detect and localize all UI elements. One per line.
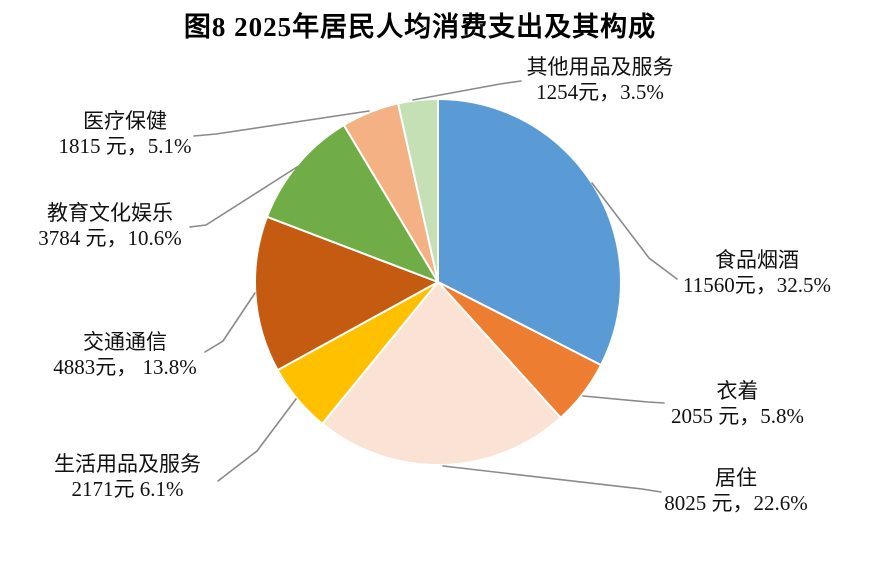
slice-label-name: 教育文化娱乐 [47,201,173,225]
leader-line-housing [442,465,662,493]
slice-label-value: 1815 元，5.1% [58,134,192,158]
slice-label-name: 衣着 [716,379,759,403]
slice-label-name: 交通通信 [83,330,167,354]
slice-label-value: 4883元， 13.8% [53,355,197,379]
leader-line-other-goods-services [412,80,522,101]
slice-label-housing: 居住 8025 元，22.6% [640,466,832,516]
slice-label-transport-communication: 交通通信 4883元， 13.8% [30,330,220,380]
slice-label-name: 其他用品及服务 [526,55,674,79]
slice-label-household-goods-services: 生活用品及服务 2171元 6.1% [25,452,230,502]
leader-line-healthcare [193,110,370,137]
pie-slice-housing [321,281,562,466]
slice-label-name: 生活用品及服务 [54,452,201,476]
slice-label-clothing: 衣着 2055 元，5.8% [640,379,835,429]
leader-line-transport-communication [204,292,256,353]
slice-label-food-tobacco-alcohol: 食品烟酒 11560元，32.5% [662,248,852,298]
slice-label-name: 医疗保健 [83,109,167,133]
chart-title: 图8 2025年居民人均消费支出及其构成 [183,12,657,42]
slice-label-healthcare: 医疗保健 1815 元，5.1% [35,109,215,159]
slice-label-education-culture-entertainment: 教育文化娱乐 3784 元，10.6% [15,201,205,251]
leader-line-education-culture-entertainment [189,166,298,228]
leader-line-clothing [582,395,665,404]
slice-label-value: 11560元，32.5% [683,273,831,297]
slice-label-value: 3784 元，10.6% [38,226,182,250]
slice-label-name: 居住 [715,466,757,490]
slice-label-other-goods-services: 其他用品及服务 1254元，3.5% [505,55,695,105]
slice-label-value: 2171元 6.1% [71,477,184,501]
pie-slice-transport-communication [254,215,439,372]
slice-label-name: 食品烟酒 [715,248,799,272]
pie-slice-other-goods-services [397,98,439,283]
pie-slice-education-culture-entertainment [266,124,439,283]
leader-line-household-goods-services [217,398,297,482]
slice-label-value: 2055 元，5.8% [671,404,804,428]
slice-label-value: 8025 元，22.6% [664,491,808,515]
leader-line-food-tobacco-alcohol [591,182,678,280]
slice-label-value: 1254元，3.5% [536,80,664,104]
